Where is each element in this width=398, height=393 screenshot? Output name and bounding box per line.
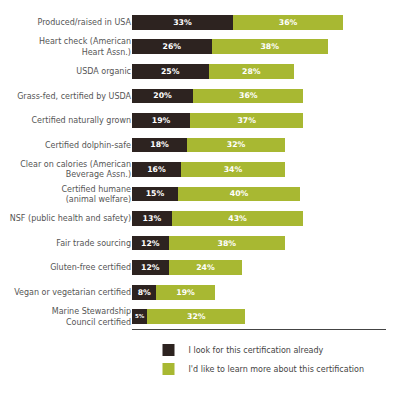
svg-text:Fair trade sourcing: Fair trade sourcing xyxy=(56,239,131,248)
svg-text:8%: 8% xyxy=(138,288,151,297)
svg-text:33%: 33% xyxy=(173,18,192,27)
svg-text:Certified dolphin-safe: Certified dolphin-safe xyxy=(45,141,131,150)
svg-text:5%: 5% xyxy=(135,313,145,319)
svg-text:I look for this certification: I look for this certification already xyxy=(189,346,324,355)
svg-text:34%: 34% xyxy=(224,165,243,174)
svg-text:38%: 38% xyxy=(218,239,237,248)
svg-text:Certified naturally grown: Certified naturally grown xyxy=(31,116,131,125)
svg-text:19%: 19% xyxy=(152,116,171,125)
svg-text:25%: 25% xyxy=(161,67,180,76)
svg-text:I'd like to learn more about t: I'd like to learn more about this certif… xyxy=(189,365,364,374)
svg-text:Clear on calories (AmericanBev: Clear on calories (AmericanBeverage Assn… xyxy=(20,160,131,179)
svg-text:NSF (public health and safety): NSF (public health and safety) xyxy=(10,214,131,223)
svg-text:40%: 40% xyxy=(230,189,249,198)
svg-text:28%: 28% xyxy=(242,67,261,76)
svg-text:26%: 26% xyxy=(163,42,182,51)
svg-text:12%: 12% xyxy=(141,263,160,272)
svg-text:USDA organic: USDA organic xyxy=(76,67,131,76)
svg-text:36%: 36% xyxy=(239,91,258,100)
svg-text:Marine StewardshipCouncil cert: Marine StewardshipCouncil certified xyxy=(52,307,131,326)
svg-text:Heart check (AmericanHeart Ass: Heart check (AmericanHeart Assn.) xyxy=(39,37,131,56)
svg-text:37%: 37% xyxy=(237,116,256,125)
svg-text:38%: 38% xyxy=(260,42,279,51)
svg-text:12%: 12% xyxy=(141,239,160,248)
svg-text:32%: 32% xyxy=(227,140,246,149)
svg-text:Certified humane(animal welfar: Certified humane(animal welfare) xyxy=(61,185,131,204)
svg-text:13%: 13% xyxy=(143,214,162,223)
svg-text:24%: 24% xyxy=(196,263,215,272)
svg-text:Vegan or vegetarian certified: Vegan or vegetarian certified xyxy=(14,288,131,297)
svg-text:16%: 16% xyxy=(147,165,166,174)
svg-text:Produced/raised in USA: Produced/raised in USA xyxy=(38,18,132,27)
svg-text:15%: 15% xyxy=(146,189,165,198)
svg-text:43%: 43% xyxy=(228,214,247,223)
svg-text:20%: 20% xyxy=(153,91,172,100)
svg-text:36%: 36% xyxy=(279,18,298,27)
svg-text:Gluten-free certified: Gluten-free certified xyxy=(50,263,131,272)
svg-text:32%: 32% xyxy=(187,312,206,321)
svg-text:Grass-fed, certified by USDA: Grass-fed, certified by USDA xyxy=(17,92,131,101)
svg-text:18%: 18% xyxy=(150,140,169,149)
svg-text:19%: 19% xyxy=(176,288,195,297)
